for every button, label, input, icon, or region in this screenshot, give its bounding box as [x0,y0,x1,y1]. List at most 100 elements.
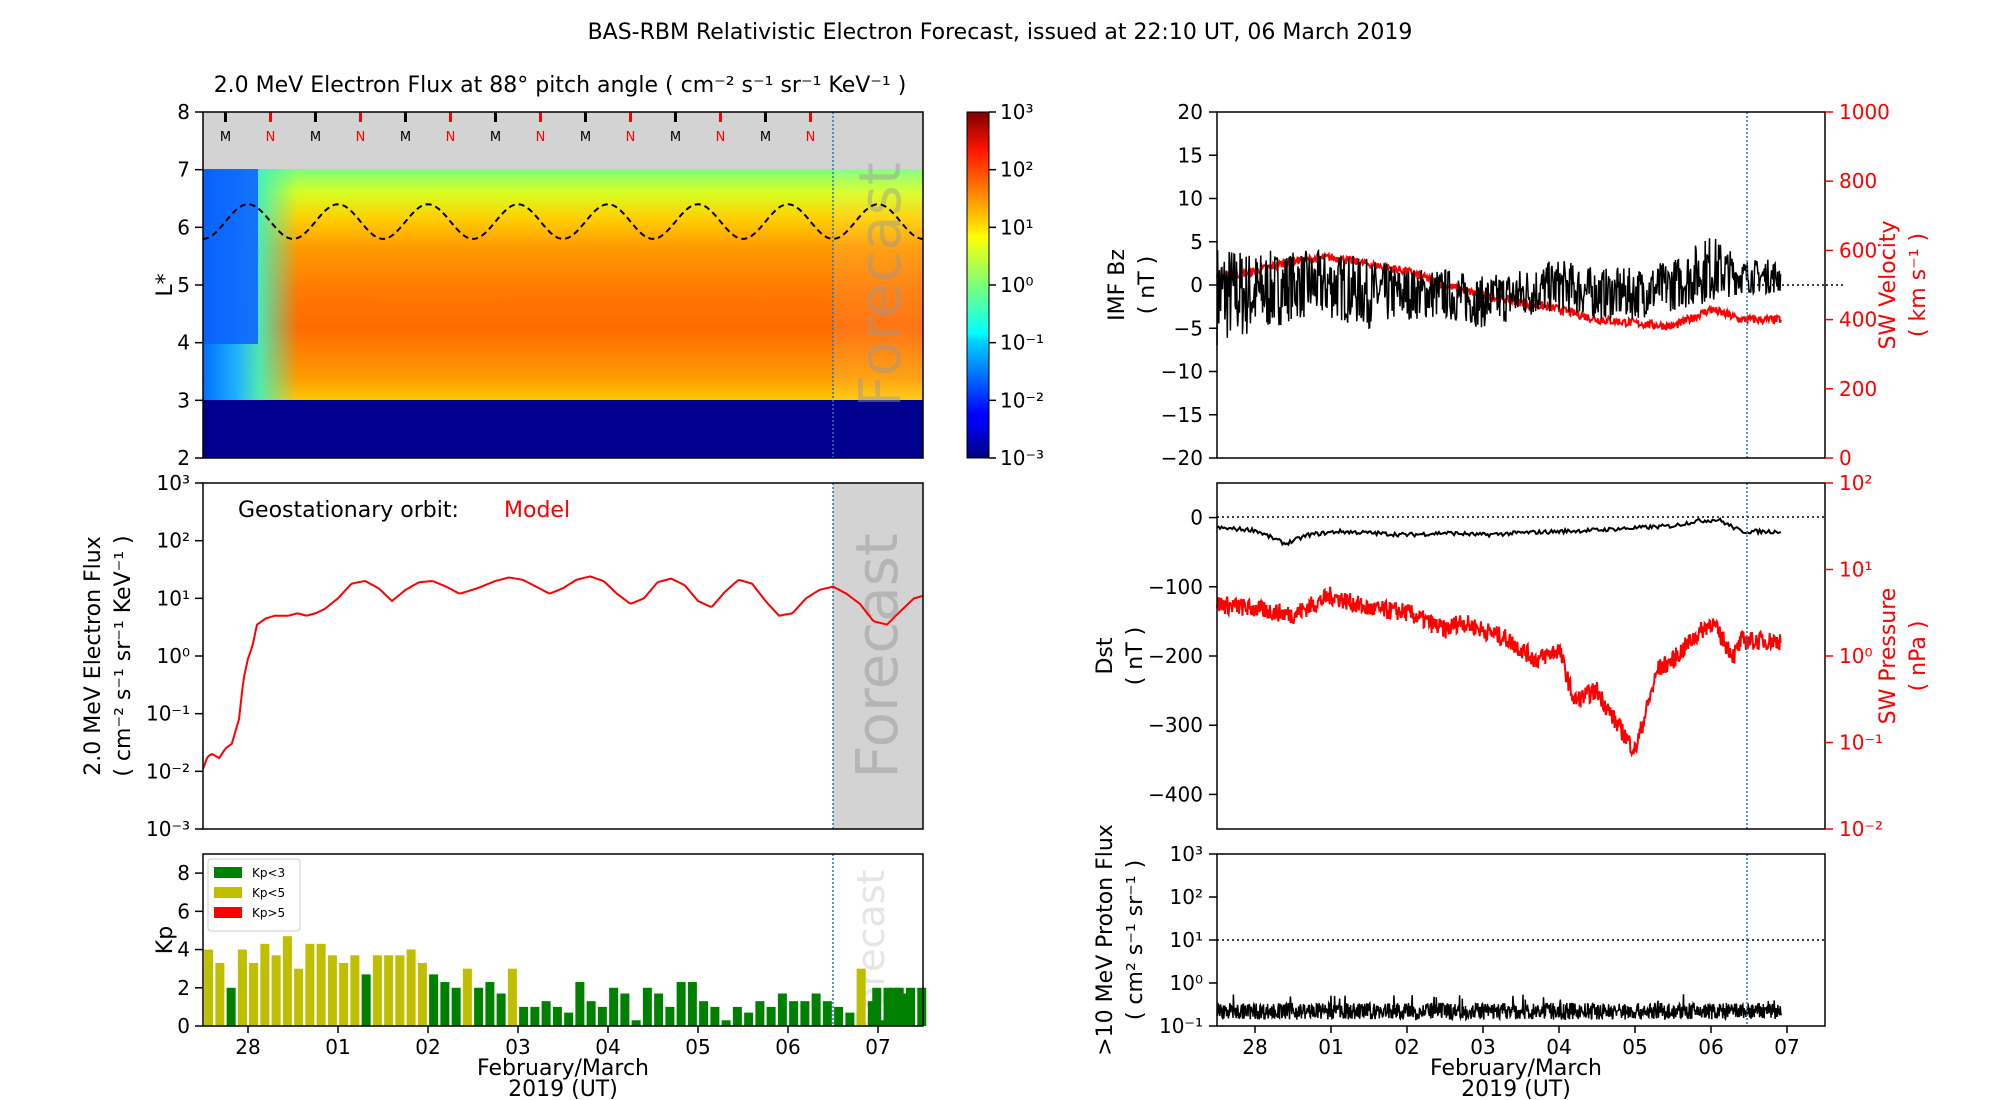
kp-bar [294,968,304,1026]
proton-panel: 10⁻¹ 10⁰ 10¹ 10² 10³ 28 01 02 03 04 05 06 07 >10 Me… [1093,824,1826,1100]
proton-tick-label: 10² [1170,885,1203,909]
lstar-tick-label: 5 [177,273,190,297]
dst-tick-label: 0 [1190,506,1203,530]
kp-bar [856,968,866,1026]
imf-bz-tick-label: −5 [1174,316,1203,340]
kp-bar [665,1006,675,1026]
kp-bar [777,993,787,1026]
imf-ylabel-line1: IMF Bz [1105,249,1130,321]
kp-bar [204,949,214,1026]
heatmap-outer-gray [203,112,923,169]
kp-bar [845,1012,855,1026]
sw-pressure-line [1216,586,1782,758]
right-time-tick-label: 06 [1698,1035,1723,1059]
colorbar-tick-label: 10⁻¹ [1000,331,1044,355]
kp-bar [710,1006,720,1026]
imf-bz-tick-label: 20 [1178,100,1203,124]
kp-ylabel: Kp [153,926,178,954]
imf-bz-tick-label: −20 [1161,446,1203,470]
kp-bar [519,1006,529,1026]
sw-pressure-tick-label: 10⁻¹ [1839,731,1883,755]
kp-bar [597,1006,607,1026]
kp-bar [822,1001,832,1026]
imf-bz-line [1216,238,1782,346]
kp-legend-swatch-green [214,867,242,878]
geo-annotation-model: Model [504,498,570,523]
mn-marker-label: N [356,130,366,145]
lstar-heatmap-panel: 2.0 MeV Electron Flux at 88° pitch angle… [153,73,1044,470]
kp-bar [732,1006,742,1026]
sw-pressure-tick-label: 10² [1839,471,1872,495]
kp-bar [417,962,427,1026]
kp-frame [202,853,924,1027]
dst-ylabel-line2: ( nT ) [1123,627,1148,686]
kp-bar [372,955,382,1026]
kp-forecast-bar [906,987,915,1026]
kp-bar [361,974,371,1026]
kp-bar [834,1006,844,1026]
imf-bz-tick-label: 5 [1190,230,1203,254]
kp-bar [642,987,652,1026]
forecast-shade [833,169,923,400]
imf-bz-axis: −20 −15 −10 −5 0 5 10 15 20 [1161,100,1217,470]
sw-velocity-tick-label: 200 [1839,377,1877,401]
colorbar-tick-label: 10⁻² [1000,388,1044,412]
proton-time-axis: 28 01 02 03 04 05 06 07 [1242,1026,1800,1059]
left-time-tick-label: 04 [595,1035,620,1059]
imf-ylabel-line2: ( nT ) [1135,256,1160,315]
figure-title: BAS-RBM Relativistic Electron Forecast, … [588,20,1413,45]
left-time-tick-label: 01 [325,1035,350,1059]
dst-tick-label: −100 [1148,575,1203,599]
kp-bar [609,987,619,1026]
kp-bar [687,982,697,1026]
kp-bar [789,1001,799,1026]
kp-bar [395,955,405,1026]
dst-ylabel-line1: Dst [1093,637,1118,674]
proton-tick-label: 10⁰ [1170,971,1203,995]
kp-bar [541,1001,551,1026]
kp-bar [755,1001,765,1026]
heatmap-low-l-region [203,400,923,458]
imf-bz-tick-label: −15 [1161,403,1203,427]
sw-velocity-tick-label: 1000 [1839,100,1890,124]
kp-bar [744,1012,754,1026]
geo-flux-model-line [202,575,924,770]
kp-bar [384,955,394,1026]
lstar-tick-label: 7 [177,158,190,182]
kp-forecast-bar [872,987,882,1026]
left-xlabel-line1: February/March [477,1056,649,1081]
geo-flux-ylabel-line1: 2.0 MeV Electron Flux [81,536,106,776]
kp-bar [811,993,821,1026]
colorbar-tick-label: 10² [1000,158,1033,182]
lstar-tick-label: 2 [177,446,190,470]
right-time-tick-label: 03 [1470,1035,1495,1059]
proton-ylabel-line1: >10 MeV Proton Flux [1093,824,1118,1056]
colorbar-tick-label: 10⁰ [1000,273,1033,297]
kp-bar [631,1020,641,1026]
left-time-tick-label: 02 [415,1035,440,1059]
right-time-tick-label: 28 [1242,1035,1267,1059]
mn-marker-label: M [760,130,771,145]
kp-bar [249,962,259,1026]
kp-bar [676,982,686,1026]
kp-tick-label: 0 [177,1014,190,1038]
kp-bar [575,982,585,1026]
right-time-tick-label: 05 [1622,1035,1647,1059]
kp-bar [316,943,326,1026]
geo-flux-panel: Forecast 10⁻³ 10⁻² 10⁻¹ 10⁰ 10¹ 10² 10³ Geosta… [81,471,924,841]
sw-pressure-tick-label: 10⁰ [1839,644,1872,668]
heatmap-early-cold [203,169,258,344]
imf-bz-tick-label: 0 [1190,273,1203,297]
imf-bz-tick-label: 10 [1178,187,1203,211]
kp-time-axis: 28 01 02 03 04 05 06 07 [235,1026,891,1059]
kp-bar [485,982,495,1026]
mn-marker-label: M [220,130,231,145]
mn-marker-label: N [716,130,726,145]
geo-flux-axis: 10⁻³ 10⁻² 10⁻¹ 10⁰ 10¹ 10² 10³ [146,471,203,841]
proton-tick-label: 10¹ [1170,928,1203,952]
proton-flux-line [1216,994,1782,1022]
right-time-tick-label: 01 [1318,1035,1343,1059]
right-time-tick-label: 02 [1394,1035,1419,1059]
kp-bar [305,943,315,1026]
